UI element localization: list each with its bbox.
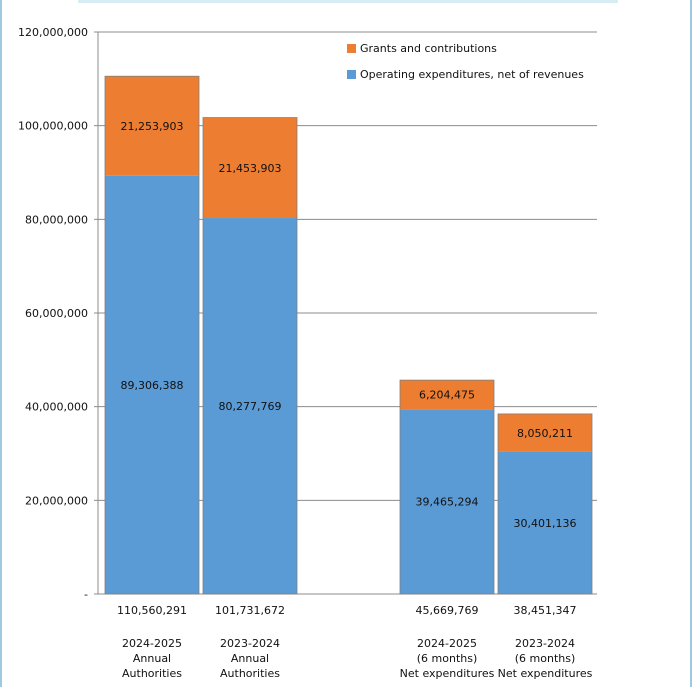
bar-segment-operating [400,409,494,594]
legend-swatch [347,70,356,79]
category-label: (6 months) [515,652,576,665]
category-label: Net expenditures [498,667,593,680]
bar-value-label: 6,204,475 [419,389,475,402]
y-axis: - 20,000,000 40,000,000 60,000,000 80,000,00… [18,26,597,601]
bar-outline [497,413,593,595]
bar-total-label: 101,731,672 [215,604,285,617]
bar-segment-operating [498,451,592,594]
bar-value-label: 21,253,903 [121,120,184,133]
bar-total-label: 38,451,347 [514,604,577,617]
bar-value-label: 21,453,903 [219,162,282,175]
y-tick-label: 100,000,000 [18,120,88,133]
bar-total-label: 110,560,291 [117,604,187,617]
bar-value-label: 80,277,769 [219,400,282,413]
y-tick-label: 40,000,000 [25,401,88,414]
bar-value-labels: 89,306,388 21,253,903 80,277,769 21,453,903… [121,120,577,530]
bar-outline [202,117,298,595]
y-tick-label: 80,000,000 [25,213,88,226]
y-tick-label: 60,000,000 [25,307,88,320]
category-label: 2023-2024 [515,637,575,650]
legend-label: Grants and contributions [360,42,497,55]
bar-value-label: 39,465,294 [416,496,479,509]
category-label: (6 months) [417,652,478,665]
y-tick-label: - [84,588,88,601]
bar-value-label: 89,306,388 [121,379,184,392]
bar-segment-operating [203,218,297,594]
bar-outline [104,75,200,595]
bar-total-label: 45,669,769 [416,604,479,617]
category-label: Authorities [220,667,280,680]
y-tick-label: 20,000,000 [25,494,88,507]
bar-value-label: 30,401,136 [514,517,577,530]
y-tick-label: 120,000,000 [18,26,88,39]
bar-outline [399,379,495,595]
bars [104,75,593,595]
category-label: Net expenditures [400,667,495,680]
bar-segment-grants [498,413,592,452]
top-decoration-strip [78,0,618,3]
category-label: 2024-2025 [122,637,182,650]
category-label: 2023-2024 [220,637,280,650]
category-label: 2024-2025 [417,637,477,650]
bar-segment-grants [400,380,494,410]
bar-segment-grants [105,76,199,176]
category-label: Annual [231,652,269,665]
legend-label: Operating expenditures, net of revenues [360,68,584,81]
legend: Grants and contributions Operating expend… [347,42,584,81]
x-axis-labels: 110,560,291 2024-2025 Annual Authorities 101… [117,604,593,680]
bar-segment-operating [105,175,199,594]
category-label: Annual [133,652,171,665]
category-label: Authorities [122,667,182,680]
bar-segment-grants [203,117,297,219]
legend-swatch [347,44,356,53]
bar-value-label: 8,050,211 [517,427,573,440]
